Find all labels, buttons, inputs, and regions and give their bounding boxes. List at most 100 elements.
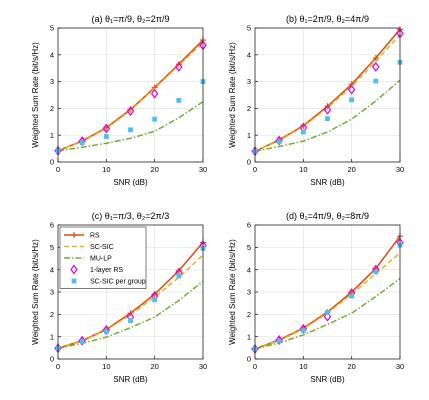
data-point [323, 104, 332, 115]
data-point [176, 97, 182, 103]
axes-box [57, 27, 204, 163]
panel-a: 0 1 2 3 4 5 0 10 20 30 (a) θ₁=π/9, θ₂=2π/9 SNR (dB)… [31, 14, 207, 187]
data-point [347, 84, 356, 95]
y-tick-label: 2 [247, 310, 251, 319]
panel-title: (c) θ₁=π/3, θ₂=2π/3 [92, 211, 169, 221]
data-point [372, 61, 380, 72]
data-point [300, 129, 306, 135]
data-point [152, 116, 158, 122]
data-point [299, 323, 308, 334]
panel-c: 0 1 2 3 4 5 6 0 10 20 30 (c) θ₁=π/3, θ₂=2π/3 SNR (dB… [31, 211, 207, 384]
data-point [79, 140, 85, 146]
data-point [323, 311, 332, 322]
y-tick-label: 5 [50, 243, 54, 252]
series-mu-lp [254, 79, 401, 153]
y-tick-label: 3 [50, 288, 54, 297]
data-point [103, 134, 109, 139]
legend-item: SC-SIC [64, 244, 114, 251]
y-tick-label: 6 [50, 221, 54, 230]
y-tick-label: 2 [50, 104, 54, 113]
y-tick-label: 5 [247, 243, 251, 252]
y-tick-label: 0 [247, 355, 251, 364]
x-tick-label: 30 [199, 165, 207, 174]
data-point [275, 135, 283, 146]
legend-label: RS [90, 233, 100, 240]
data-point [276, 338, 282, 344]
data-point [300, 328, 306, 333]
y-tick-label: 1 [247, 131, 251, 140]
y-tick-label: 6 [247, 221, 251, 230]
data-point [102, 123, 111, 134]
x-tick-label: 0 [253, 165, 257, 174]
legend-label: SC-SIC [90, 244, 114, 251]
data-point [175, 61, 183, 72]
data-point [103, 329, 109, 335]
legend-item: RS [64, 232, 100, 240]
panel-title: (d) θ₁=4π/9, θ₂=8π/9 [286, 211, 369, 221]
data-point [325, 310, 330, 315]
legend-label: SC-SIC per group [90, 279, 146, 286]
data-point [152, 297, 158, 303]
data-point [373, 269, 379, 275]
y-tick-label: 5 [247, 24, 251, 33]
x-tick-label: 10 [299, 165, 307, 174]
data-point [126, 106, 135, 117]
legend-marker [70, 264, 78, 275]
y-tick-label: 4 [247, 265, 251, 274]
x-tick-label: 30 [396, 362, 404, 371]
y-tick-label: 1 [247, 332, 251, 341]
y-tick-label: 3 [247, 77, 251, 86]
y-tick-label: 0 [247, 158, 251, 167]
x-tick-label: 20 [347, 362, 355, 371]
series-line [57, 101, 204, 152]
legend: RS SC-SIC MU-LP 1-layer RS SC-SIC per group [59, 226, 147, 289]
y-axis-label: Weighted Sum Rate (bit/s/Hz) [31, 42, 40, 148]
series-mu-lp [57, 101, 204, 152]
data-point [325, 116, 330, 121]
x-tick-label: 10 [299, 362, 307, 371]
data-point [275, 335, 283, 346]
x-tick-label: 20 [347, 165, 355, 174]
panel-b: 0 1 2 3 4 5 0 10 20 30 (b) θ₁=2π/9, θ₂=4π/9 SNR (dB… [228, 14, 404, 187]
y-tick-label: 2 [50, 310, 54, 319]
x-tick-label: 10 [102, 362, 110, 371]
legend-item: MU-LP [64, 256, 112, 263]
data-point [128, 318, 133, 323]
x-axis-label: SNR (dB) [310, 178, 345, 187]
legend-marker [71, 232, 77, 238]
data-point [176, 273, 182, 279]
y-tick-label: 1 [50, 131, 54, 140]
x-tick-label: 0 [253, 362, 257, 371]
y-tick-label: 5 [50, 24, 54, 33]
data-point [349, 293, 355, 299]
data-point [372, 55, 379, 62]
y-tick-label: 3 [247, 288, 251, 297]
x-axis-label: SNR (dB) [113, 178, 148, 187]
y-tick-label: 0 [50, 355, 54, 364]
y-axis-label: Weighted Sum Rate (bit/s/Hz) [228, 239, 237, 345]
panel-d: 0 1 2 3 4 5 6 0 10 20 30 (d) θ₁=4π/9, θ₂=8π/9 SNR (d… [228, 211, 404, 384]
x-tick-label: 0 [56, 362, 60, 371]
y-tick-label: 4 [50, 50, 54, 59]
legend-item: SC-SIC per group [71, 278, 146, 286]
data-point [276, 139, 282, 145]
data-point [79, 339, 85, 344]
x-tick-label: 10 [102, 165, 110, 174]
x-tick-label: 30 [199, 362, 207, 371]
y-tick-label: 1 [50, 332, 54, 341]
y-axis-label: Weighted Sum Rate (bit/s/Hz) [228, 42, 237, 148]
series-line [254, 79, 401, 153]
legend-marker [71, 278, 77, 284]
y-axis-label: Weighted Sum Rate (bit/s/Hz) [31, 239, 40, 345]
y-tick-label: 4 [50, 265, 54, 274]
x-tick-label: 0 [56, 165, 60, 174]
y-tick-label: 4 [247, 50, 251, 59]
data-point [349, 97, 355, 103]
panel-title: (a) θ₁=π/9, θ₂=2π/9 [92, 14, 170, 24]
y-tick-label: 3 [50, 77, 54, 86]
data-point [373, 78, 379, 84]
x-axis-label: SNR (dB) [113, 375, 148, 384]
x-tick-label: 20 [150, 362, 158, 371]
data-point [128, 127, 133, 133]
